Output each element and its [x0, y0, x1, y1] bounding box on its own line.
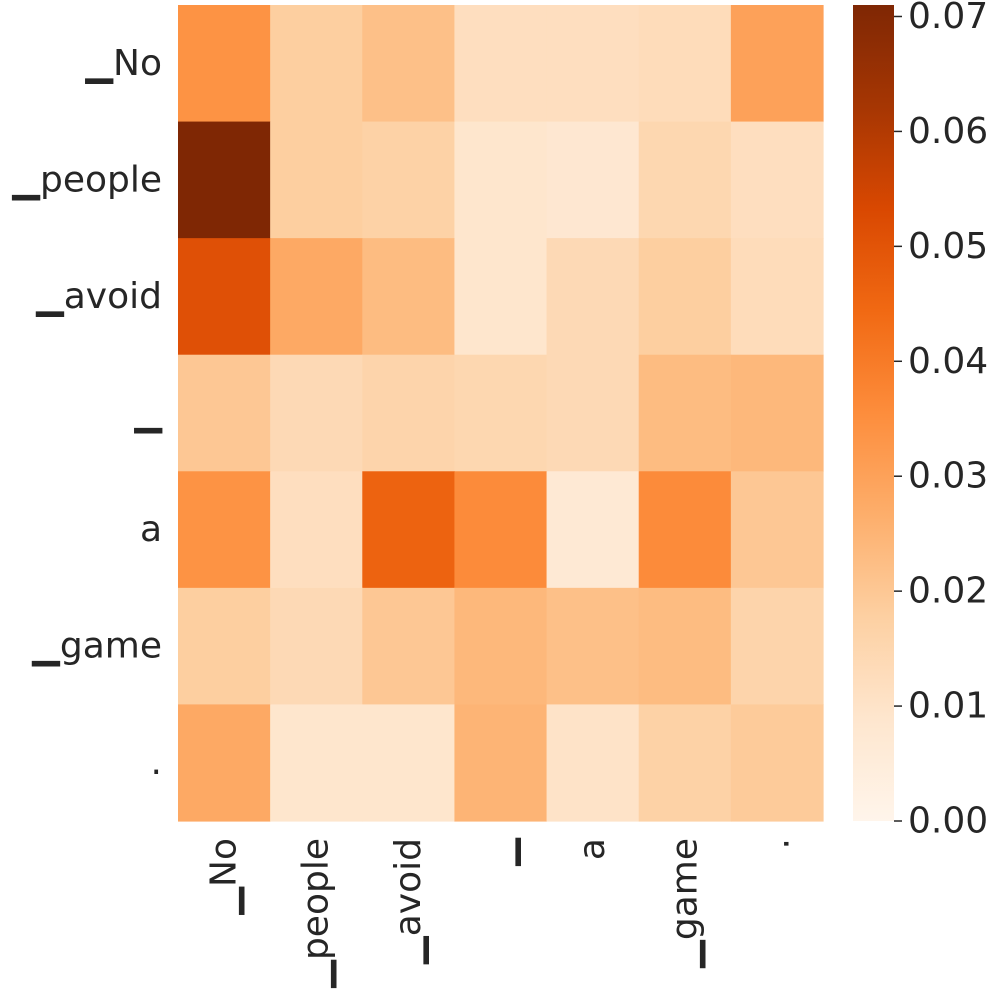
x-tick-label: ▁ — [480, 837, 521, 867]
y-tick-label: ▁ — [133, 393, 163, 434]
heatmap-cell-r6-c4 — [546, 704, 640, 822]
colorbar-tick-label: 0.02 — [908, 571, 988, 612]
heatmap-cell-r5-c1 — [270, 587, 363, 706]
x-tick-label: ▁avoid — [388, 838, 429, 965]
heatmap-cell-r0-c6 — [730, 5, 824, 123]
heatmap-cell-r3-c5 — [638, 354, 732, 472]
heatmap-cell-r1-c1 — [270, 121, 363, 239]
heatmap-cell-r3-c2 — [362, 354, 456, 472]
heatmap-cell-r0-c0 — [178, 5, 271, 123]
colorbar-tick-label: 0.05 — [908, 226, 988, 267]
heatmap-cell-r6-c0 — [178, 704, 271, 822]
heatmap-cell-r4-c3 — [454, 471, 548, 589]
heatmap-cell-r1-c3 — [454, 121, 548, 239]
colorbar-tick-label: 0.01 — [908, 686, 988, 727]
x-tick-label: ▁No — [204, 838, 245, 916]
colorbar-tick-label: 0.06 — [908, 111, 988, 152]
heatmap-cell-r0-c2 — [362, 5, 456, 123]
heatmap-cell-r6-c1 — [270, 704, 363, 822]
x-tick-label: ▁game — [664, 838, 705, 969]
heatmap-cell-r3-c0 — [178, 354, 271, 472]
heatmap-cell-r6-c3 — [454, 704, 548, 822]
x-tick-label: ▁people — [296, 838, 337, 989]
y-tick-label: ▁avoid — [35, 276, 162, 317]
heatmap-cell-r2-c2 — [362, 238, 456, 356]
y-tick-label: ▁people — [11, 159, 162, 200]
heatmap-cell-r4-c0 — [178, 471, 271, 589]
heatmap-cell-r0-c3 — [454, 5, 548, 123]
colorbar-tick-label: 0.04 — [908, 341, 988, 382]
colorbar-tick-label: 0.07 — [908, 0, 988, 37]
colorbar — [853, 5, 894, 821]
heatmap-cell-r2-c3 — [454, 238, 548, 356]
heatmap-cell-r3-c1 — [270, 354, 363, 472]
x-axis-labels: ▁No ▁people ▁avoid ▁ a ▁game. — [204, 837, 798, 989]
heatmap-cell-r4-c2 — [362, 471, 456, 589]
x-tick-label: a — [572, 838, 613, 860]
heatmap-cell-r1-c6 — [730, 121, 824, 239]
colorbar-ticks: 0.00 0.01 0.02 0.03 0.04 0.05 0.06 0.07 — [894, 0, 988, 842]
heatmap-cell-r1-c2 — [362, 121, 456, 239]
heatmap-cell-r0-c1 — [270, 5, 363, 123]
heatmap-cell-r3-c6 — [730, 354, 824, 472]
heatmap-cell-r5-c5 — [638, 587, 732, 706]
heatmap-cell-r2-c5 — [638, 238, 732, 356]
heatmap-cell-r1-c4 — [546, 121, 640, 239]
heatmap-cell-r1-c0 — [178, 121, 271, 239]
heatmap-cell-r2-c0 — [178, 238, 271, 356]
x-tick-label: . — [756, 838, 797, 849]
y-tick-label: . — [151, 742, 162, 783]
heatmap-cell-r0-c5 — [638, 5, 732, 123]
y-tick-label: ▁No — [84, 43, 162, 84]
heatmap-cell-r2-c4 — [546, 238, 640, 356]
heatmap-cell-r1-c5 — [638, 121, 732, 239]
colorbar-tick-label: 0.03 — [908, 456, 988, 497]
y-tick-label: a — [140, 509, 162, 550]
y-axis-labels: ▁No ▁people ▁avoid ▁ a ▁game. — [11, 43, 163, 783]
y-tick-label: ▁game — [31, 626, 162, 667]
heatmap-cell-r5-c4 — [546, 587, 640, 706]
heatmap-cell-r6-c5 — [638, 704, 732, 822]
heatmap-cell-r6-c2 — [362, 704, 456, 822]
heatmap-cell-r4-c6 — [730, 471, 824, 589]
heatmap-cell-r5-c3 — [454, 587, 548, 706]
colorbar-tick-label: 0.00 — [908, 801, 988, 842]
heatmap-cell-r0-c4 — [546, 5, 640, 123]
heatmap-cell-r3-c3 — [454, 354, 548, 472]
heatmap-cell-r2-c1 — [270, 238, 363, 356]
heatmap-cell-r4-c1 — [270, 471, 363, 589]
heatmap-cell-r5-c2 — [362, 587, 456, 706]
heatmap-cell-r5-c6 — [730, 587, 824, 706]
heatmap-cell-r5-c0 — [178, 587, 271, 706]
heatmap-cell-r4-c4 — [546, 471, 640, 589]
heatmap-cell-r4-c5 — [638, 471, 732, 589]
heatmap-cells — [178, 5, 824, 822]
heatmap-cell-r6-c6 — [730, 704, 824, 822]
heatmap-cell-r2-c6 — [730, 238, 824, 356]
heatmap-cell-r3-c4 — [546, 354, 640, 472]
